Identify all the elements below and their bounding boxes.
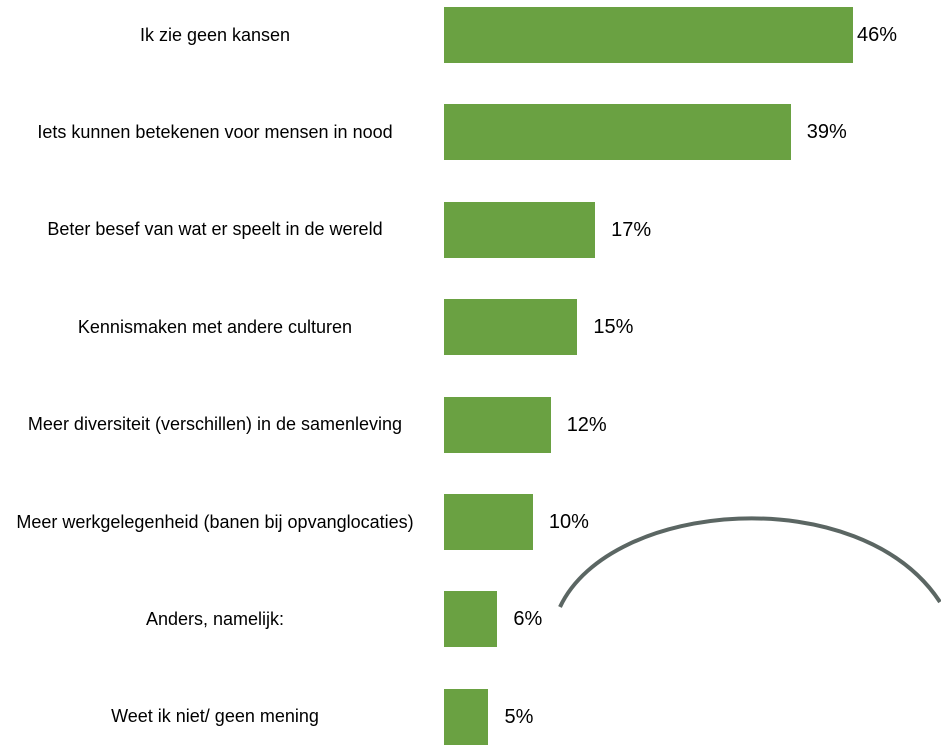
value-label: 6% [513,608,543,631]
bar [444,494,533,550]
bar [444,7,853,63]
arc [558,516,941,608]
category-label: Iets kunnen betekenen voor mensen in noo… [37,121,393,142]
bar [444,299,578,356]
value-label: 12% [566,413,607,436]
value-label: 10% [548,511,589,533]
category-label: Beter besef van wat er speelt in de were… [47,219,383,240]
bar [444,396,551,453]
value-label: 5% [504,705,534,728]
bar [444,201,596,258]
category-label: Ik zie geen kansen [139,24,291,45]
bar [444,591,498,648]
category-label: Kennismaken met andere culturen [77,316,353,337]
value-label: 15% [593,316,634,339]
value-label: 46% [857,24,898,46]
category-label: Weet ik niet/ geen mening [111,706,319,727]
category-label: Anders, namelijk: [145,608,285,629]
bar [444,688,489,745]
value-label: 39% [806,121,847,144]
value-label: 17% [611,218,652,241]
category-label: Meer diversiteit (verschillen) in de sam… [27,414,403,435]
category-label: Meer werkgelegenheid (banen bij opvanglo… [16,511,414,532]
bar [444,104,791,161]
